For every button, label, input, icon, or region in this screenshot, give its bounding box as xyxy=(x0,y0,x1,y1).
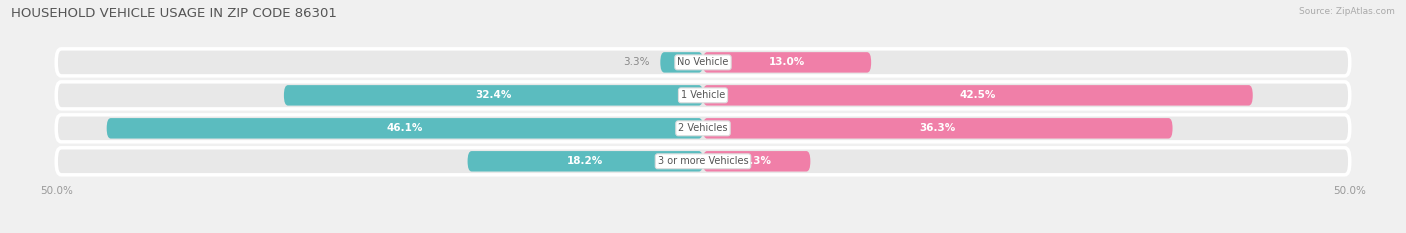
Text: 8.3%: 8.3% xyxy=(742,156,770,166)
FancyBboxPatch shape xyxy=(56,82,1350,109)
FancyBboxPatch shape xyxy=(703,118,1173,139)
Text: HOUSEHOLD VEHICLE USAGE IN ZIP CODE 86301: HOUSEHOLD VEHICLE USAGE IN ZIP CODE 8630… xyxy=(11,7,337,20)
FancyBboxPatch shape xyxy=(661,52,703,73)
Text: 13.0%: 13.0% xyxy=(769,57,806,67)
Text: 3.3%: 3.3% xyxy=(623,57,650,67)
FancyBboxPatch shape xyxy=(703,85,1253,106)
FancyBboxPatch shape xyxy=(284,85,703,106)
Text: 1 Vehicle: 1 Vehicle xyxy=(681,90,725,100)
Text: No Vehicle: No Vehicle xyxy=(678,57,728,67)
FancyBboxPatch shape xyxy=(703,151,810,171)
FancyBboxPatch shape xyxy=(56,115,1350,142)
Text: 42.5%: 42.5% xyxy=(960,90,995,100)
Text: 2 Vehicles: 2 Vehicles xyxy=(678,123,728,133)
FancyBboxPatch shape xyxy=(468,151,703,171)
Text: 18.2%: 18.2% xyxy=(567,156,603,166)
Text: 3 or more Vehicles: 3 or more Vehicles xyxy=(658,156,748,166)
Text: 32.4%: 32.4% xyxy=(475,90,512,100)
Text: 46.1%: 46.1% xyxy=(387,123,423,133)
Text: Source: ZipAtlas.com: Source: ZipAtlas.com xyxy=(1299,7,1395,16)
FancyBboxPatch shape xyxy=(56,49,1350,76)
FancyBboxPatch shape xyxy=(107,118,703,139)
Text: 36.3%: 36.3% xyxy=(920,123,956,133)
FancyBboxPatch shape xyxy=(56,148,1350,175)
FancyBboxPatch shape xyxy=(703,52,872,73)
